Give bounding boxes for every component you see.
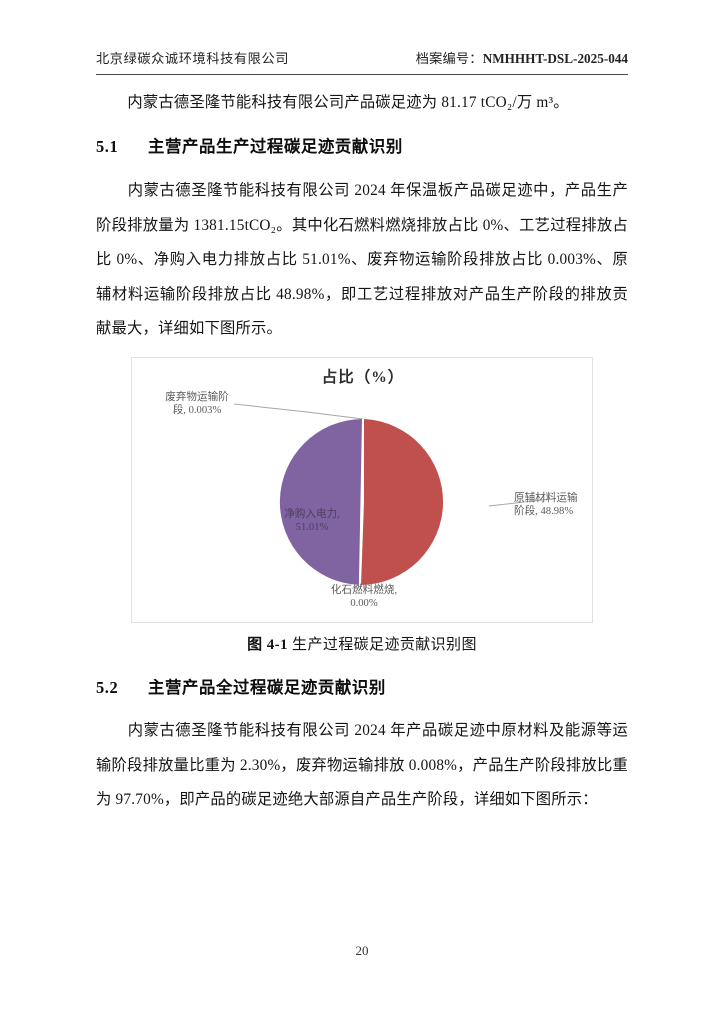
header-archive-number: 档案编号：NMHHHT-DSL-2025-044 xyxy=(416,48,628,67)
intro-paragraph-text: 内蒙古德圣隆节能科技有限公司产品碳足迹为 81.17 tCO₂/万 m³。 xyxy=(127,94,569,111)
pie-label-fossil-fuel-line2: 0.00% xyxy=(350,598,378,610)
figure-caption-text: 生产过程碳足迹贡献识别图 xyxy=(292,637,477,653)
archive-label: 档案编号： xyxy=(415,51,483,66)
page-number: 20 xyxy=(355,943,369,958)
pie-label-fossil-fuel-line1: 化石燃料燃烧, xyxy=(330,585,398,596)
leader-line-raw-material xyxy=(488,498,551,507)
section-heading-5-2: 5.2 主营产品全过程碳足迹贡献识别 xyxy=(96,674,628,698)
archive-code: NMHHHT-DSL-2025-044 xyxy=(482,51,628,66)
pie-label-raw-material: 原辅材料运输 阶段, 48.98% xyxy=(514,492,590,519)
section-number-5-1: 5.1 xyxy=(96,137,119,156)
header-company-name: 北京绿碳众诚环境科技有限公司 xyxy=(96,51,290,66)
pie-slice-purchased-electricity xyxy=(279,419,362,585)
pie-label-raw-material-line1: 原辅材料运输 xyxy=(514,493,578,504)
section-5-2-paragraph: 内蒙古德圣隆节能科技有限公司 2024 年产品碳足迹中原材料及能源等运输阶段排放… xyxy=(96,714,628,818)
intro-paragraph: 内蒙古德圣隆节能科技有限公司产品碳足迹为 81.17 tCO₂/万 m³。 xyxy=(96,86,628,121)
figure-caption: 图 4-1 生产过程碳足迹贡献识别图 xyxy=(96,633,628,654)
pie-label-waste-transport-line2: 段, 0.003% xyxy=(172,405,222,417)
pie-label-purchased-electricity: 净购入电力, 51.01% xyxy=(272,508,352,535)
section-title-5-2: 主营产品全过程碳足迹贡献识别 xyxy=(148,678,386,697)
pie-label-purchased-electricity-line2: 51.01% xyxy=(295,522,329,534)
leader-line-waste-transport xyxy=(233,403,364,420)
pie-slice-raw-material-transport xyxy=(360,419,444,585)
section-heading-5-1: 5.1 主营产品生产过程碳足迹贡献识别 xyxy=(96,133,628,157)
pie-label-fossil-fuel: 化石燃料燃烧, 0.00% xyxy=(314,584,414,611)
page-header: 北京绿碳众诚环境科技有限公司 档案编号：NMHHHT-DSL-2025-044 xyxy=(96,48,628,75)
pie-separator-bottom xyxy=(359,501,364,586)
section-5-1-paragraph-text: 内蒙古德圣隆节能科技有限公司 2024 年保温板产品碳足迹中，产品生产阶段排放量… xyxy=(96,182,628,337)
section-title-5-1: 主营产品生产过程碳足迹贡献识别 xyxy=(148,137,403,156)
section-number-5-2: 5.2 xyxy=(96,678,119,697)
pie-chart-graphic xyxy=(233,403,551,586)
pie-label-raw-material-line2: 阶段, 48.98% xyxy=(514,506,574,518)
figure-number: 图 4-1 xyxy=(247,637,288,653)
section-5-1-paragraph: 内蒙古德圣隆节能科技有限公司 2024 年保温板产品碳足迹中，产品生产阶段排放量… xyxy=(96,174,628,347)
pie-label-purchased-electricity-line1: 净购入电力, xyxy=(284,509,340,520)
section-5-2-paragraph-text: 内蒙古德圣隆节能科技有限公司 2024 年产品碳足迹中原材料及能源等运输阶段排放… xyxy=(96,722,628,808)
pie-label-waste-transport-line1: 废弃物运输阶 xyxy=(165,392,229,403)
pie-label-waste-transport: 废弃物运输阶 段, 0.003% xyxy=(154,391,240,418)
chart-title: 占比（%） xyxy=(321,369,405,386)
pie-chart-figure: 占比（%） 废弃物运输阶 段, 0.003% 原辅材料运输 阶段, 48.98%… xyxy=(131,357,593,623)
